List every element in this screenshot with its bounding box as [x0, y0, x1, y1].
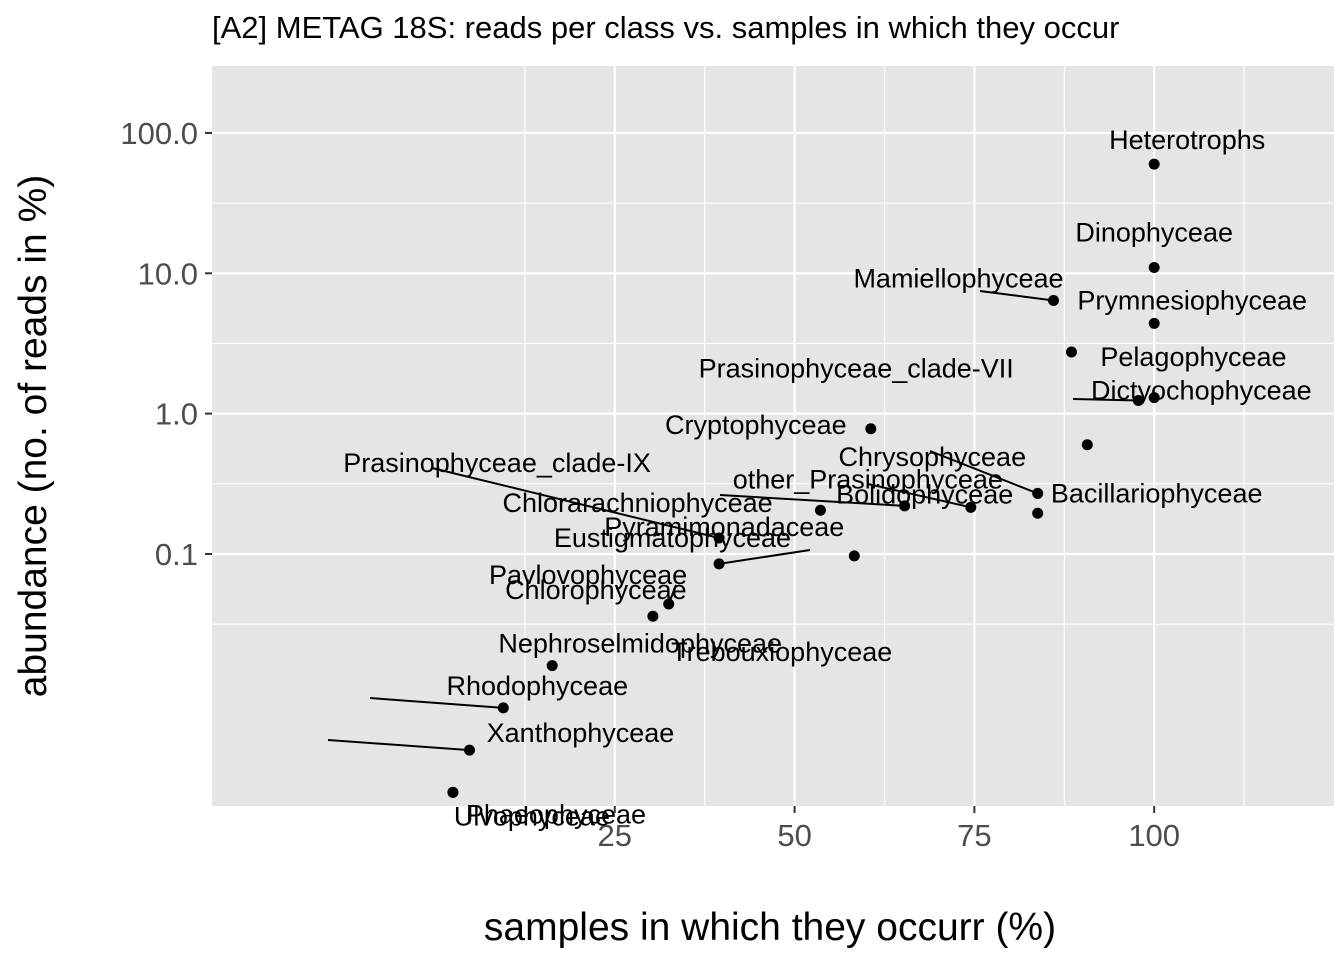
data-point-label: Trebouxiophyceae: [671, 637, 892, 667]
data-point-label: Heterotrophs: [1109, 125, 1265, 155]
major-gridlines: [212, 66, 1334, 806]
data-point: [447, 786, 459, 798]
data-point-label: Chrysophyceae: [838, 442, 1026, 472]
data-point-label: Cryptophyceae: [665, 410, 847, 440]
data-point: [1148, 158, 1160, 170]
data-point-label: Chlorophyceae: [505, 575, 687, 605]
label-leader-line: [979, 290, 1054, 302]
x-tick-label: 75: [957, 818, 991, 853]
data-point-label: Bacillariophyceae: [1051, 478, 1263, 508]
data-point-label: Rhodophyceae: [446, 671, 628, 701]
data-point-label: Prasinophyceae_clade-VII: [699, 354, 1014, 384]
data-point-label: Nephroselmidophyceae: [498, 629, 782, 659]
data-point-labels: Heterotrophs Dinophyceae Mamiellophyceae Pr…: [343, 125, 1311, 831]
axis-ticks: [205, 131, 1156, 813]
data-point-label: Pyramimonadaceae: [604, 512, 844, 542]
y-axis-title: abundance (no. of reads in %): [12, 175, 55, 698]
data-point: [814, 504, 826, 516]
label-leader-line: [327, 739, 470, 752]
data-point-label: Chlorarachniophyceae: [503, 488, 773, 518]
label-leader-lines: [327, 290, 1139, 752]
data-point: [663, 598, 675, 610]
data-point-label: Eustigmatophyceae: [554, 523, 791, 553]
data-points: [447, 158, 1160, 798]
label-leader-line: [1072, 398, 1139, 402]
data-point: [1148, 261, 1160, 273]
data-point-label: Prasinophyceae_clade-IX: [343, 448, 651, 478]
data-point: [1032, 487, 1044, 499]
data-point-label: Dinophyceae: [1075, 217, 1233, 247]
x-tick-labels: 25 50 75 100: [598, 818, 1181, 853]
label-leader-line: [718, 549, 811, 565]
x-axis-title: samples in which they occurr (%): [484, 906, 1056, 949]
x-tick-label: 100: [1128, 818, 1180, 853]
data-point: [713, 532, 725, 544]
data-point: [965, 501, 977, 513]
data-point: [647, 610, 659, 622]
data-point: [865, 423, 877, 435]
label-leader-line: [719, 494, 905, 507]
data-point: [899, 500, 911, 512]
data-point: [497, 702, 509, 714]
data-point: [1032, 507, 1044, 519]
chart-title: [A2] METAG 18S: reads per class vs. samp…: [212, 10, 1119, 45]
data-point-label: Mamiellophyceae: [853, 263, 1063, 293]
plot-panel: [212, 66, 1334, 806]
x-tick-label: 50: [777, 818, 811, 853]
label-leader-line: [929, 450, 1039, 495]
data-point: [546, 660, 558, 672]
y-tick-label: 0.1: [155, 537, 198, 572]
data-point-label: Ulvophyceae: [454, 801, 610, 831]
label-leader-line: [867, 483, 972, 509]
data-point: [1065, 346, 1077, 358]
data-point: [1081, 439, 1093, 451]
y-tick-label: 100.0: [120, 116, 198, 151]
data-point: [1148, 392, 1160, 404]
y-tick-label: 10.0: [138, 256, 198, 291]
x-tick-label: 25: [598, 818, 632, 853]
data-point: [713, 558, 725, 570]
data-point-label: Pavlovophyceae: [489, 560, 687, 590]
data-point-label: Prymnesiophyceae: [1077, 285, 1307, 315]
data-point: [1132, 395, 1144, 407]
label-leader-line: [369, 697, 504, 709]
data-point-label: Phaeophyceae: [466, 799, 646, 829]
y-tick-label: 1.0: [155, 397, 198, 432]
data-point: [1148, 317, 1160, 329]
data-point-label: Bolidophyceae: [836, 479, 1013, 509]
minor-gridlines: [212, 66, 1334, 806]
data-point: [848, 550, 860, 562]
data-point-label: other_Prasinophyceae: [733, 464, 1003, 494]
label-leader-line: [431, 467, 720, 539]
data-point: [463, 744, 475, 756]
y-tick-labels: 0.1 1.0 10.0 100.0: [120, 116, 198, 572]
data-point-label: Xanthophyceae: [487, 718, 675, 748]
data-point: [1048, 294, 1059, 306]
data-point-label: Pelagophyceae: [1100, 342, 1286, 372]
data-point-label: Dictyochophyceae: [1091, 376, 1312, 406]
